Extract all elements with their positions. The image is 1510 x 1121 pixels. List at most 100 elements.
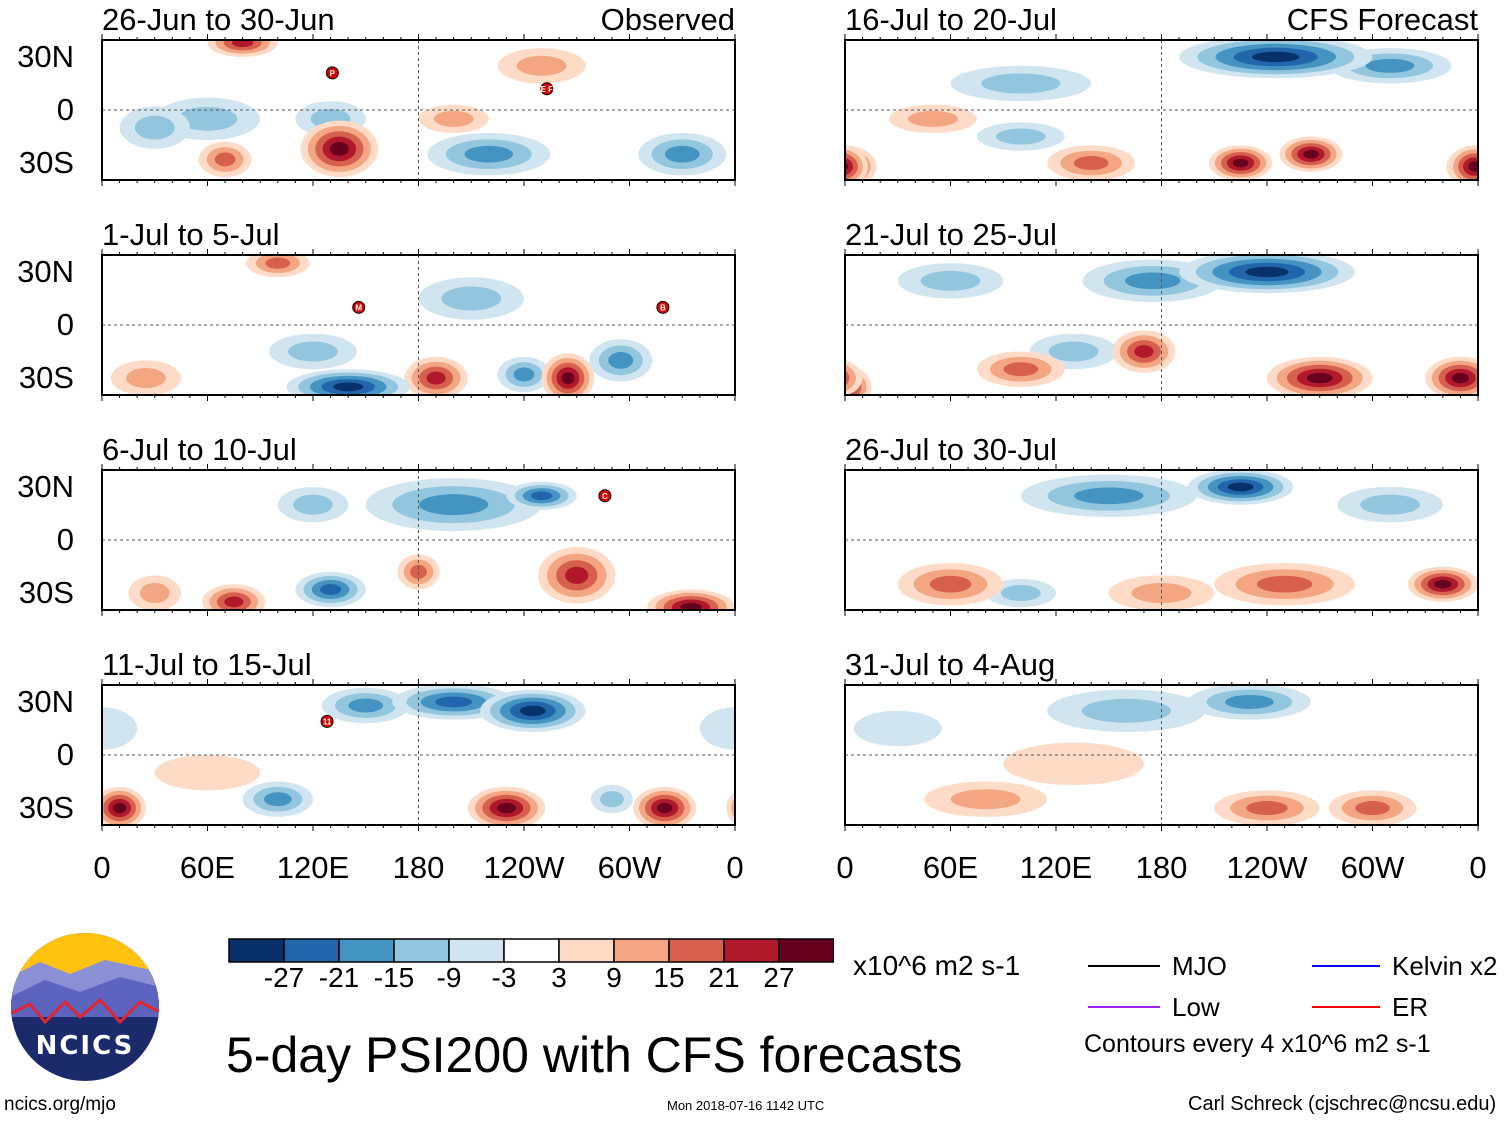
colorbar-label: -3 <box>491 962 517 993</box>
anomaly-contour <box>1245 266 1289 278</box>
colorbar-swatch <box>613 938 670 963</box>
colorbar-label: 27 <box>763 962 795 993</box>
legend-mjo: MJO <box>1172 951 1227 981</box>
anomaly-contour <box>981 73 1061 94</box>
anomaly-contour <box>845 364 856 392</box>
anomaly-contour <box>1081 698 1172 723</box>
anomaly-contour <box>232 40 254 48</box>
lon-label: 120E <box>276 850 350 885</box>
anomaly-contour <box>1360 494 1420 515</box>
colorbar-swatch <box>558 938 615 963</box>
anomaly-contour <box>561 371 575 385</box>
colorbar-label: 9 <box>606 962 622 993</box>
anomaly-contour <box>319 584 342 595</box>
anomaly-contour <box>435 696 473 708</box>
footer-timestamp: Mon 2018-07-16 1142 UTC <box>667 1098 825 1113</box>
anomaly-contour <box>410 564 427 579</box>
colorbar <box>228 938 834 963</box>
storm-marker: 11 <box>320 714 334 728</box>
anomaly-contour <box>565 566 589 584</box>
anomaly-contour <box>154 754 261 791</box>
lon-label: 120W <box>483 850 565 885</box>
colorbar-swatch <box>778 938 834 963</box>
anomaly-contour <box>224 596 244 608</box>
anomaly-contour <box>736 795 741 821</box>
anomaly-contour <box>113 802 127 814</box>
anomaly-contour <box>1365 58 1415 73</box>
panel-title: 1-Jul to 5-Jul <box>102 217 280 252</box>
svg-text:E F: E F <box>541 85 554 94</box>
storm-marker: C <box>598 489 612 503</box>
anomaly-contour <box>139 583 170 604</box>
anomaly-contour <box>126 368 166 389</box>
svg-text:B: B <box>660 303 666 312</box>
svg-text:M: M <box>355 303 362 312</box>
lat-label: 30N <box>17 683 74 719</box>
map-panel: P E F <box>101 34 736 186</box>
lat-label: 30N <box>17 38 74 74</box>
anomaly-contour <box>1227 482 1254 492</box>
storm-marker: B <box>656 300 670 314</box>
anomaly-contour <box>433 110 474 127</box>
anomaly-contour <box>1073 156 1109 171</box>
anomaly-contour <box>426 371 446 385</box>
anomaly-contour <box>329 141 349 156</box>
lon-label: 60W <box>1340 850 1405 885</box>
anomaly-contour <box>1125 272 1181 290</box>
lon-label: 60E <box>179 850 236 885</box>
anomaly-contour <box>1134 345 1154 358</box>
map-panel <box>844 464 1479 616</box>
anomaly-contour <box>699 707 735 750</box>
anomaly-contour <box>1355 801 1390 816</box>
anomaly-contour <box>853 710 942 747</box>
anomaly-contour <box>1074 487 1144 505</box>
colorbar-label: 21 <box>708 962 740 993</box>
anomaly-contour <box>1468 161 1478 172</box>
storm-marker: M <box>352 300 366 314</box>
anomaly-contour <box>496 802 516 814</box>
lon-label: 0 <box>1469 850 1487 885</box>
anomaly-contour <box>664 145 700 163</box>
colorbar-swatch <box>723 938 780 963</box>
anomaly-contour <box>950 789 1021 810</box>
anomaly-contour <box>419 494 489 516</box>
kelvin-line-swatch <box>1312 965 1380 967</box>
anomaly-contour <box>1252 51 1300 63</box>
lat-label: 0 <box>56 737 74 772</box>
lon-label: 180 <box>392 850 445 885</box>
anomaly-contour <box>929 575 972 593</box>
panel-title: 31-Jul to 4-Aug <box>845 647 1056 682</box>
colorbar-swatch <box>283 938 340 963</box>
panel-tag: Observed <box>600 2 735 37</box>
footer-url[interactable]: ncics.org/mjo <box>4 1094 116 1115</box>
contour-note: Contours every 4 x10^6 m2 s-1 <box>1084 1030 1431 1058</box>
panel-title: 11-Jul to 15-Jul <box>102 647 312 682</box>
lat-label: 30S <box>18 575 74 611</box>
anomaly-contour <box>1048 341 1099 362</box>
anomaly-contour <box>995 128 1046 145</box>
legend-er: ER <box>1392 992 1429 1022</box>
lat-label: 0 <box>56 307 74 342</box>
anomaly-contour <box>519 705 546 717</box>
anomaly-contour <box>656 802 673 814</box>
anomaly-contour <box>516 55 567 76</box>
storm-marker: E F <box>540 82 554 96</box>
anomaly-contour <box>333 382 364 392</box>
low-line-swatch <box>1088 1006 1160 1008</box>
colorbar-swatch <box>228 938 285 963</box>
anomaly-contour <box>1225 694 1274 709</box>
colorbar-label: 15 <box>653 962 685 993</box>
anomaly-contour <box>1434 579 1452 589</box>
anomaly-contour <box>599 791 624 808</box>
anomaly-contour <box>441 286 502 311</box>
figure-title: 5-day PSI200 with CFS forecasts <box>226 1027 963 1083</box>
anomaly-contour <box>608 351 634 369</box>
anomaly-contour <box>726 792 735 824</box>
anomaly-contour <box>845 157 853 176</box>
lon-label: 60E <box>922 850 979 885</box>
legend-low: Low <box>1172 992 1220 1022</box>
anomaly-contour <box>839 369 843 387</box>
anomaly-contour <box>177 106 238 131</box>
colorbar-label: -15 <box>373 962 415 993</box>
